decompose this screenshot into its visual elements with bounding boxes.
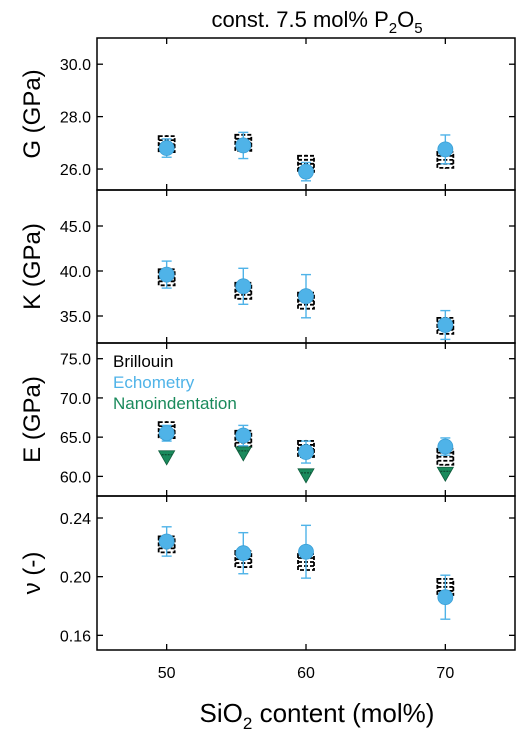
y-tick-label: 26.0 (60, 162, 91, 179)
y-tick-label: 35.0 (60, 309, 91, 326)
echometry-marker (158, 533, 175, 550)
echometry-point (235, 267, 252, 305)
echometry-point (298, 440, 314, 464)
echometry-point (298, 161, 314, 182)
y-tick-label: 30.0 (60, 57, 91, 74)
panel-3: 60.0 65.0 70.0 75.0 E (GPa) (19, 342, 516, 497)
chart-title: const. 7.5 mol% P2O5 (211, 7, 422, 37)
echometry-point (437, 574, 454, 620)
nanoindentation-point (157, 450, 176, 466)
echometry-marker (437, 317, 454, 333)
echometry-marker (437, 141, 454, 158)
x-axis-label: SiO2 content (mol%) (200, 698, 435, 731)
echometry-marker (298, 444, 314, 460)
panel-2: 35.0 40.0 45.0 K (GPa) (19, 189, 516, 344)
echometry-point (437, 134, 454, 165)
echometry-marker (235, 545, 252, 562)
echometry-point (158, 526, 175, 557)
y-axis-label: ν (-) (19, 552, 46, 595)
y-tick-label: 28.0 (60, 110, 91, 127)
nanoindentation-marker (436, 466, 455, 483)
y-axis-label: G (GPa) (19, 69, 46, 158)
echometry-point (158, 260, 175, 289)
echometry-point (437, 309, 454, 341)
y-tick-label: 0.20 (60, 570, 91, 587)
panel-4: 0.16 0.20 0.24 ν (-) (19, 495, 516, 651)
echometry-marker (298, 543, 314, 560)
legend: Brillouin Echometry Nanoindentation (113, 352, 237, 413)
echometry-marker (235, 427, 252, 444)
x-tick-label: 70 (436, 665, 454, 682)
legend-entry-nanoindentation: Nanoindentation (113, 394, 237, 413)
y-tick-label: 70.0 (60, 391, 91, 408)
echometry-point (158, 424, 175, 442)
y-axis-label: K (GPa) (19, 223, 46, 310)
echometry-marker (298, 163, 314, 180)
panel-1: 26.0 28.0 30.0 G (GPa) (19, 37, 516, 191)
echometry-marker (235, 278, 252, 295)
echometry-marker (235, 137, 252, 154)
y-tick-label: 65.0 (60, 430, 91, 447)
nanoindentation-point (234, 446, 252, 462)
echometry-marker (437, 438, 454, 455)
echometry-marker (158, 425, 175, 442)
echometry-marker (158, 140, 175, 156)
nanoindentation-point (297, 468, 315, 484)
echometry-point (298, 524, 314, 579)
echometry-marker (158, 266, 175, 283)
echometry-point (235, 131, 252, 160)
y-tick-label: 45.0 (60, 219, 91, 236)
x-axis: 50 60 70 (158, 665, 455, 682)
y-tick-label: 75.0 (60, 352, 91, 369)
y-axis-label: E (GPa) (19, 376, 46, 463)
y-tick-label: 40.0 (60, 264, 91, 281)
echometry-marker (298, 288, 314, 305)
legend-entry-brillouin: Brillouin (113, 352, 173, 371)
plot-panels: 26.0 28.0 30.0 G (GPa) 35.0 40.0 45.0 K (GPa) 60… (19, 37, 516, 651)
echometry-point (235, 531, 252, 575)
x-tick-label: 60 (297, 665, 315, 682)
x-tick-label: 50 (158, 665, 176, 682)
y-tick-label: 60.0 (60, 469, 91, 486)
nanoindentation-marker (157, 450, 176, 466)
echometry-marker (437, 589, 454, 606)
echometry-point (298, 273, 314, 319)
legend-entry-echometry: Echometry (113, 373, 195, 392)
echometry-point (437, 437, 454, 456)
echometry-point (158, 138, 175, 158)
nanoindentation-marker (234, 446, 252, 462)
y-tick-label: 0.24 (60, 511, 91, 528)
echometry-point (235, 424, 252, 447)
y-tick-label: 0.16 (60, 628, 91, 645)
nanoindentation-point (436, 466, 455, 483)
nanoindentation-marker (297, 468, 315, 484)
